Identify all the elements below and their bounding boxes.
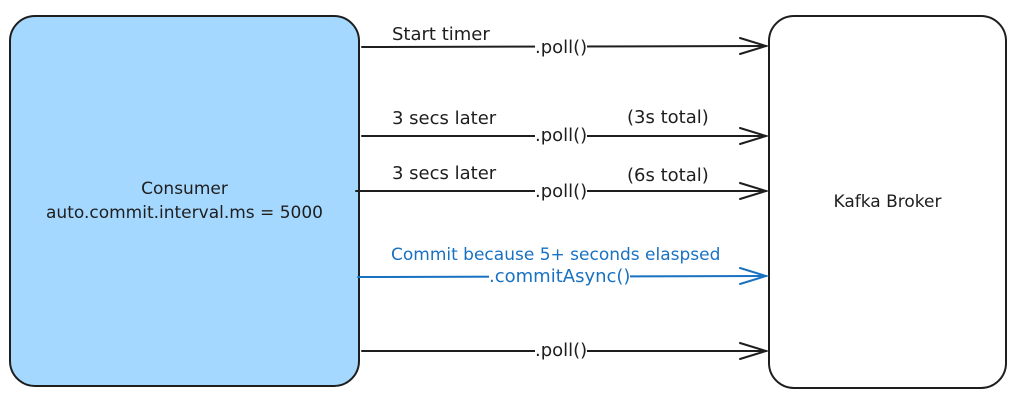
consumer-config: auto.commit.interval.ms = 5000 [46,203,323,223]
note-3s-total: (3s total) [627,107,709,128]
consumer-name: Consumer [141,179,228,199]
call-poll-3: .poll() [535,181,588,202]
call-poll-1: .poll() [535,37,588,58]
call-poll-4: .poll() [535,340,588,361]
label-3-secs-later-2: 3 secs later [392,163,497,184]
consumer-box: Consumer auto.commit.interval.ms = 5000 [9,15,360,387]
call-poll-2: .poll() [535,125,588,146]
label-start-timer: Start timer [392,24,490,45]
label-3-secs-later-1: 3 secs later [392,108,497,129]
call-commit-async: .commitAsync() [489,266,631,287]
note-6s-total: (6s total) [627,165,709,186]
broker-name: Kafka Broker [833,192,942,212]
broker-box: Kafka Broker [768,15,1007,389]
label-commit-reason: Commit because 5+ seconds elaspsed [391,245,721,265]
